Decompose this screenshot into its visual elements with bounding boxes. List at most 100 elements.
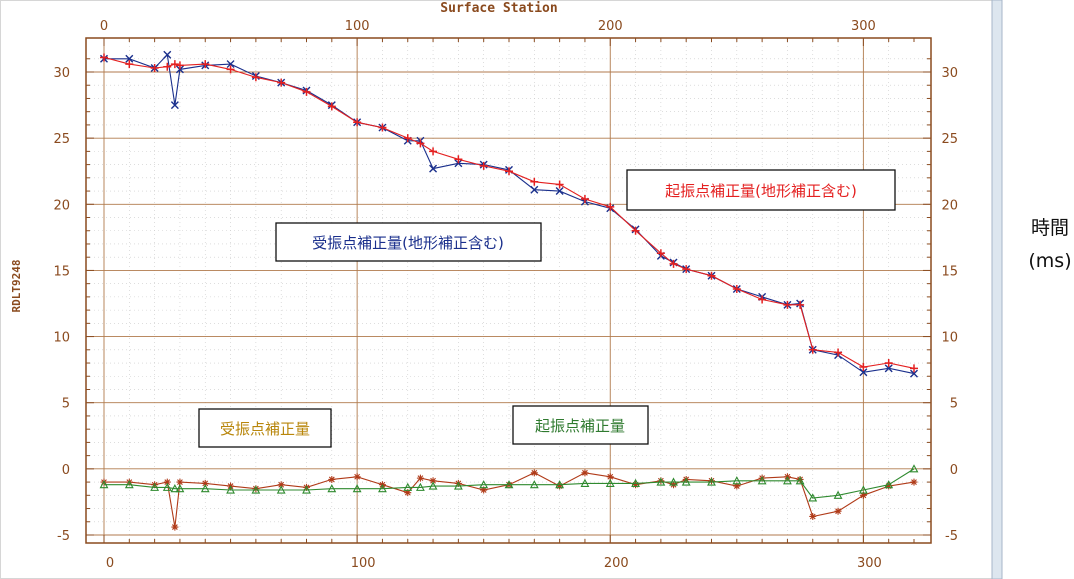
data-point: [125, 60, 134, 69]
data-point: [796, 475, 804, 483]
y-tick-label-right: 15: [941, 264, 958, 279]
y-tick-label-left: 5: [62, 397, 70, 412]
data-point: [605, 478, 615, 487]
data-point: [226, 485, 235, 494]
plot-frame: [85, 37, 932, 544]
data-point: [909, 464, 919, 473]
data-point: [858, 485, 868, 494]
data-point: [555, 180, 564, 189]
data-point: [226, 60, 235, 69]
y-tick-label-right: 20: [941, 198, 958, 213]
data-point: [783, 476, 792, 485]
data-point: [175, 61, 184, 70]
annotation-shot-static: 起振点補正量: [512, 405, 649, 445]
data-point: [859, 368, 868, 377]
annotation-shot-with-terrain: 起振点補正量(地形補正含む): [626, 169, 896, 211]
data-point: [163, 478, 171, 486]
annotation-text: 受振点補正量(地形補正含む): [312, 234, 504, 252]
data-point: [163, 62, 172, 71]
series-line: [104, 472, 915, 528]
annotation-text: 起振点補正量(地形補正含む): [665, 182, 857, 200]
data-point: [170, 60, 179, 69]
data-point: [353, 473, 361, 481]
data-point: [201, 60, 210, 69]
data-point: [201, 479, 209, 487]
data-point: [809, 512, 817, 520]
data-point: [884, 480, 894, 489]
data-point: [732, 284, 741, 293]
x-tick-label-top: 0: [100, 19, 108, 34]
data-point: [631, 226, 640, 235]
data-point: [910, 478, 918, 486]
data-point: [415, 482, 425, 491]
data-point: [795, 476, 805, 485]
x-tick-label-bottom: 0: [106, 556, 114, 571]
data-point: [277, 481, 285, 489]
x-tick-label-bottom: 200: [604, 556, 629, 571]
axis-ticks: 0 0 100 100 200 200 300 300 -5 -5 0 0 5 5 10 10 15 15 20 20…: [53, 19, 958, 571]
data-point: [100, 53, 108, 62]
data-point: [631, 478, 640, 487]
data-point: [175, 484, 185, 493]
data-point: [150, 64, 159, 73]
data-point: [529, 480, 539, 489]
y-tick-label-left: 25: [53, 132, 70, 147]
data-point: [416, 474, 424, 482]
data-point: [859, 491, 867, 499]
data-point: [530, 185, 539, 194]
data-point: [656, 249, 665, 258]
data-point: [669, 477, 678, 486]
y-tick-label-right: -5: [945, 529, 958, 544]
data-point: [252, 485, 260, 493]
data-point: [200, 484, 210, 493]
y-tick-label-right: 10: [941, 331, 958, 346]
data-point: [833, 490, 843, 499]
x-tick-label-top: 200: [598, 19, 623, 34]
y-tick-label-right: 30: [941, 66, 958, 81]
grid-major: [86, 38, 931, 543]
chart-title: Surface Station: [440, 1, 557, 16]
annotation-box: [198, 408, 332, 448]
x-tick-label-bottom: 100: [351, 556, 376, 571]
data-point: [302, 87, 311, 96]
data-point: [834, 348, 843, 357]
data-point: [226, 65, 235, 74]
data-point: [327, 484, 337, 493]
data-point: [581, 469, 589, 477]
data-point: [834, 507, 842, 515]
annotation-text: 起振点補正量: [535, 417, 625, 435]
data-point: [606, 202, 615, 211]
data-point: [808, 493, 818, 502]
data-point: [453, 481, 463, 490]
data-point: [328, 475, 336, 483]
data-point: [707, 271, 716, 280]
data-point: [429, 147, 438, 156]
data-point: [580, 478, 590, 487]
annotation-receiver-static: 受振点補正量: [198, 408, 332, 448]
data-point: [251, 73, 260, 82]
data-point: [783, 300, 792, 309]
annotation-box: [275, 222, 542, 262]
annotation-text: 受振点補正量: [220, 420, 310, 438]
data-point: [732, 476, 742, 485]
data-point: [403, 482, 413, 491]
data-point: [556, 482, 564, 490]
window-edge: [991, 0, 1003, 579]
data-point: [657, 477, 665, 485]
data-point: [353, 118, 362, 127]
series-line: [103, 56, 915, 369]
data-point: [125, 54, 134, 63]
data-point: [669, 259, 678, 268]
data-point: [707, 477, 716, 486]
data-point: [796, 300, 805, 309]
y-tick-label-left: 15: [53, 264, 70, 279]
data-point: [378, 123, 387, 132]
data-point: [682, 265, 691, 274]
data-point: [276, 485, 286, 494]
y-tick-label-right: 0: [950, 463, 958, 478]
x-tick-label-top: 100: [345, 19, 370, 34]
y-tick-label-left: 30: [53, 66, 70, 81]
y-axis-label: RDLT9248: [10, 260, 23, 313]
series-layer: [99, 50, 919, 531]
data-point: [162, 482, 172, 491]
